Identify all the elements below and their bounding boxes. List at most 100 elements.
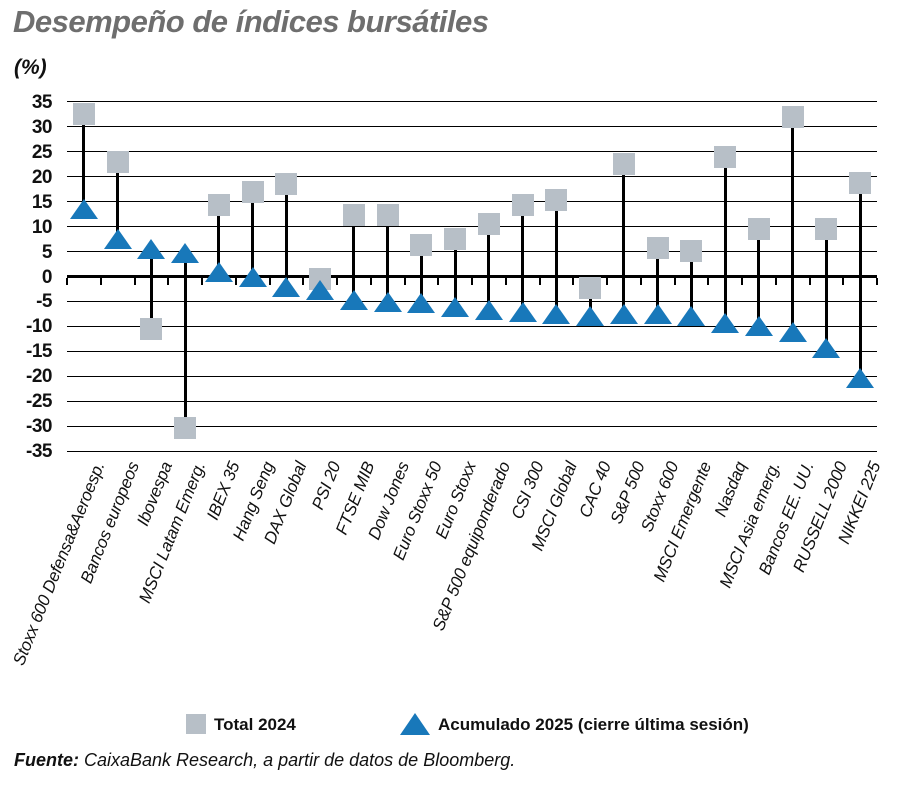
total-2024-marker	[579, 277, 602, 300]
stem-line	[656, 247, 660, 315]
stem-line	[588, 288, 592, 317]
legend-acumulado-2025-label: Acumulado 2025 (cierre última sesión)	[438, 715, 749, 734]
total-2024-marker	[342, 203, 365, 226]
acumulado-2025-marker	[542, 304, 571, 325]
acumulado-2025-marker	[441, 296, 470, 317]
total-2024-marker	[241, 180, 264, 203]
stem-line	[689, 250, 693, 316]
source-note: Fuente: CaixaBank Research, a partir de …	[14, 750, 515, 771]
acumulado-2025-marker	[778, 322, 807, 343]
zero-axis-tick	[471, 277, 473, 285]
zero-axis-tick	[606, 277, 608, 285]
zero-axis-tick	[639, 277, 642, 285]
stem-line	[723, 156, 727, 324]
legend-acumulado-2025-triangle-icon	[400, 713, 430, 735]
acumulado-2025-marker	[744, 316, 773, 337]
y-axis-label: 20	[31, 166, 53, 188]
zero-axis-tick	[673, 277, 676, 285]
legend-total-2024-label: Total 2024	[214, 715, 296, 734]
stem-line	[217, 205, 221, 272]
y-axis-label: -10	[26, 316, 52, 338]
gridline	[67, 126, 877, 128]
source-label: Fuente:	[14, 750, 79, 770]
gridline	[67, 350, 877, 352]
acumulado-2025-marker	[711, 313, 740, 334]
stem-line	[487, 224, 491, 311]
stem-line	[521, 204, 525, 313]
zero-axis-line	[67, 275, 877, 278]
gridline	[67, 101, 877, 103]
zero-axis-tick	[437, 277, 440, 285]
y-axis-label: 35	[31, 91, 53, 113]
acumulado-2025-marker	[137, 239, 166, 260]
acumulado-2025-marker	[339, 289, 368, 310]
acumulado-2025-marker	[238, 266, 267, 287]
total-2024-marker	[207, 194, 230, 217]
gridline	[67, 226, 877, 228]
y-axis-label: 15	[31, 191, 53, 213]
stem-line	[116, 161, 120, 240]
category-label: MSCI Latam Emerg.	[135, 459, 210, 606]
stem-line	[858, 182, 862, 379]
total-2024-marker	[444, 227, 467, 250]
total-2024-marker	[815, 218, 838, 241]
acumulado-2025-marker	[643, 304, 672, 325]
acumulado-2025-marker	[204, 261, 233, 282]
y-axis-label: 5	[41, 241, 53, 263]
total-2024-marker	[849, 171, 872, 194]
category-label: PSI 20	[308, 459, 345, 513]
zero-axis-tick	[538, 277, 541, 285]
acumulado-2025-marker	[171, 243, 200, 264]
gridline	[67, 151, 877, 153]
total-2024-marker	[477, 213, 500, 236]
y-axis-label: 10	[31, 216, 53, 238]
zero-axis-tick	[808, 277, 811, 285]
total-2024-marker	[511, 193, 534, 216]
zero-axis-tick	[302, 277, 305, 285]
y-axis-label: -5	[36, 291, 52, 313]
total-2024-marker	[714, 145, 737, 168]
gridline	[67, 251, 877, 253]
acumulado-2025-marker	[272, 277, 301, 298]
y-axis-label: -20	[26, 366, 52, 388]
gridline	[67, 201, 877, 203]
total-2024-marker	[747, 218, 770, 241]
y-axis-label: -35	[26, 441, 52, 463]
legend-total-2024-square-icon	[186, 714, 206, 734]
total-2024-marker	[781, 105, 804, 128]
total-2024-marker	[140, 317, 163, 340]
total-2024-marker	[376, 203, 399, 226]
total-2024-marker	[545, 188, 568, 211]
y-axis-label: 25	[31, 141, 53, 163]
acumulado-2025-marker	[812, 337, 841, 358]
total-2024-marker	[174, 416, 197, 439]
zero-axis-tick	[876, 277, 878, 285]
gridline	[67, 450, 877, 452]
source-text: CaixaBank Research, a partir de datos de…	[79, 750, 516, 770]
acumulado-2025-marker	[474, 300, 503, 321]
stem-line	[419, 245, 423, 304]
acumulado-2025-marker	[508, 302, 537, 323]
zero-axis-tick	[369, 277, 372, 285]
acumulado-2025-marker	[373, 291, 402, 312]
stem-line	[757, 229, 761, 327]
total-2024-marker	[275, 173, 298, 196]
y-axis-label: 30	[31, 116, 53, 138]
stem-line	[352, 214, 356, 300]
zero-axis-tick	[336, 277, 338, 285]
zero-axis-tick	[403, 277, 406, 285]
stem-line	[183, 253, 187, 428]
y-axis-label: -30	[26, 416, 52, 438]
acumulado-2025-marker	[677, 305, 706, 326]
unit-label: (%)	[14, 56, 47, 79]
zero-axis-tick	[201, 277, 203, 285]
stem-line	[386, 214, 390, 302]
acumulado-2025-marker	[576, 306, 605, 327]
zero-axis-tick	[842, 277, 845, 285]
total-2024-marker	[646, 236, 669, 259]
y-axis-label: -15	[26, 341, 52, 363]
gridline	[67, 375, 877, 377]
y-axis-label: -25	[26, 391, 52, 413]
zero-axis-tick	[99, 277, 102, 285]
total-2024-marker	[410, 234, 433, 257]
